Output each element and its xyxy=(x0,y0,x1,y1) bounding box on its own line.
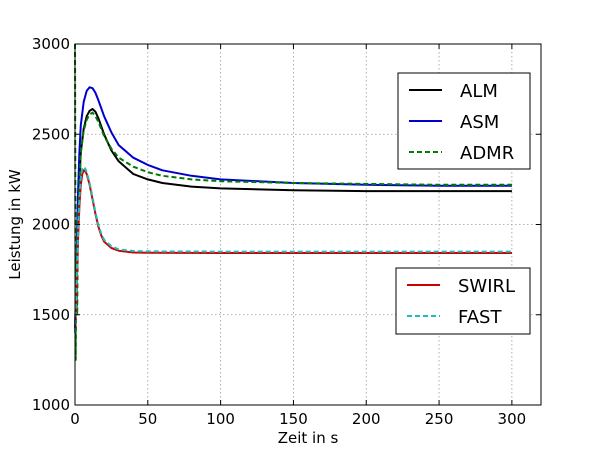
series-line-asm xyxy=(74,86,512,333)
y-tick-label: 2500 xyxy=(32,125,70,143)
legend-upper-right: ALM ASM ADMR xyxy=(397,72,531,170)
x-tick-label: 150 xyxy=(279,410,308,428)
x-tick-label: 300 xyxy=(498,410,527,428)
legend-lower-right: SWIRL FAST xyxy=(395,267,531,335)
y-tick-label: 2000 xyxy=(32,216,70,234)
series-line-fast xyxy=(74,165,512,333)
y-tick-label: 3000 xyxy=(32,35,70,53)
x-tick-label: 250 xyxy=(425,410,454,428)
legend-label-fast: FAST xyxy=(458,307,502,328)
legend-box xyxy=(395,267,531,335)
x-tick-label: 50 xyxy=(138,410,157,428)
ticks: 0 50 100 150 200 250 300 1000 1500 2000 2500 3000 xyxy=(32,35,541,428)
legend-label-admr: ADMR xyxy=(460,143,514,164)
y-tick-label: 1000 xyxy=(32,396,70,414)
legends: ALM ASM ADMR SWIRL FAST xyxy=(395,72,531,335)
x-tick-label: 200 xyxy=(352,410,381,428)
series-layer xyxy=(74,43,512,361)
y-axis-label: Leistung in kW xyxy=(6,169,24,280)
legend-label-swirl: SWIRL xyxy=(458,276,515,297)
series-line-admr xyxy=(74,43,512,361)
x-tick-label: 100 xyxy=(206,410,235,428)
y-tick-label: 1500 xyxy=(32,306,70,324)
x-tick-label: 0 xyxy=(70,410,80,428)
legend-label-asm: ASM xyxy=(460,112,499,133)
legend-label-alm: ALM xyxy=(460,81,498,102)
x-axis-label: Zeit in s xyxy=(278,429,339,447)
